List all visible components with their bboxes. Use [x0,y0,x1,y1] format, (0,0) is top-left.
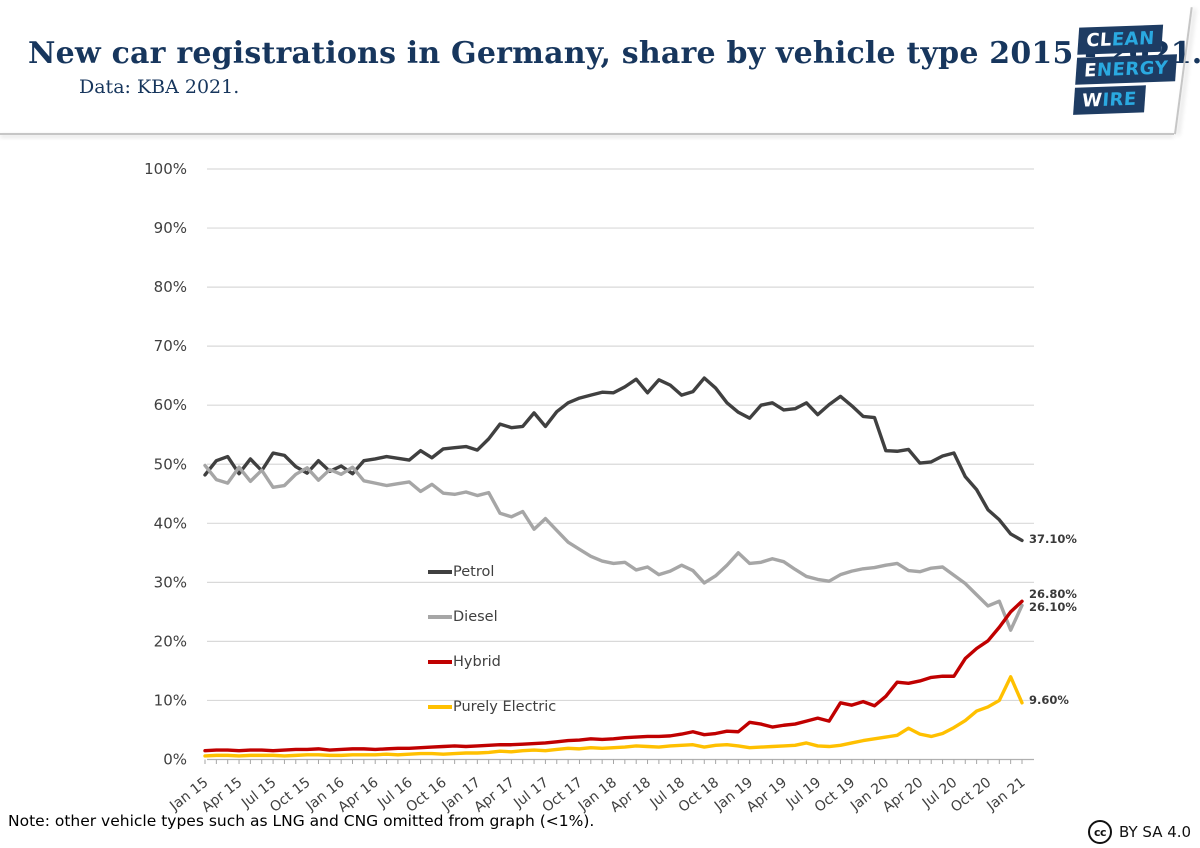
cc-icon: cc [1088,820,1112,844]
legend-label: Hybrid [453,653,501,670]
svg-text:80%: 80% [154,278,187,296]
header-divider-line [0,133,1174,135]
legend-label: Petrol [453,563,495,580]
svg-text:0%: 0% [163,751,187,769]
svg-text:70%: 70% [154,337,187,355]
svg-text:100%: 100% [144,160,187,178]
legend-label: Purely Electric [453,698,557,715]
svg-text:Jan 21: Jan 21 [983,775,1028,815]
legend-item-petrol: Petrol [428,563,556,580]
diesel-line-swatch [428,614,452,619]
svg-text:60%: 60% [154,396,187,414]
page-title: New car registrations in Germany, share … [28,36,1200,71]
end-value-diesel: 26.10% [1029,600,1077,614]
svg-text:30%: 30% [154,573,187,591]
legend-item-diesel: Diesel [428,608,556,625]
svg-text:10%: 10% [154,691,187,709]
svg-text:40%: 40% [154,514,187,532]
chart-legend: Petrol Diesel Hybrid Purely Electric [428,563,556,743]
purely-electric-line-swatch [428,704,452,709]
petrol-line-swatch [428,569,452,574]
svg-text:20%: 20% [154,632,187,650]
end-value-petrol: 37.10% [1029,532,1077,546]
license-badge: cc BY SA 4.0 [1088,820,1191,844]
hybrid-line-swatch [428,659,452,664]
license-text: BY SA 4.0 [1119,823,1192,841]
end-value-purely-electric: 9.60% [1029,693,1069,707]
svg-text:90%: 90% [154,219,187,237]
legend-label: Diesel [453,608,498,625]
footnote: Note: other vehicle types such as LNG an… [8,812,595,830]
svg-text:50%: 50% [154,455,187,473]
legend-item-hybrid: Hybrid [428,653,556,670]
data-source-subtitle: Data: KBA 2021. [79,76,240,98]
end-value-hybrid: 26.80% [1029,587,1077,601]
legend-item-purely-electric: Purely Electric [428,698,556,715]
